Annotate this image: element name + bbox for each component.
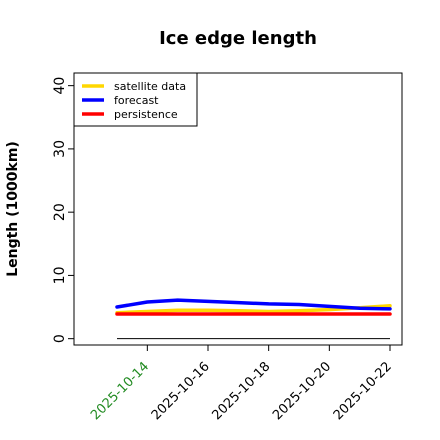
y-tick-label: 40	[52, 77, 68, 95]
y-tick-label: 20	[52, 203, 68, 221]
chart-title: Ice edge length	[159, 28, 317, 49]
y-tick-label: 10	[52, 267, 68, 285]
legend-label: satellite data	[114, 80, 186, 93]
y-axis-label: Length (1000km)	[5, 141, 21, 277]
y-tick-label: 30	[52, 140, 68, 158]
plot-frame	[73, 72, 403, 346]
x-tick-label: 2025-10-18	[209, 359, 273, 423]
series-line-forecast	[115, 298, 392, 311]
plot-area: 0102030402025-10-142025-10-162025-10-182…	[52, 72, 403, 423]
y-tick-label: 0	[52, 334, 68, 343]
legend-label: forecast	[114, 94, 159, 107]
x-tick-label: 2025-10-14	[88, 359, 152, 423]
legend-label: persistence	[114, 108, 178, 121]
x-tick-label: 2025-10-20	[270, 359, 334, 423]
x-tick-label: 2025-10-16	[149, 359, 213, 423]
x-tick-label: 2025-10-22	[331, 359, 395, 423]
